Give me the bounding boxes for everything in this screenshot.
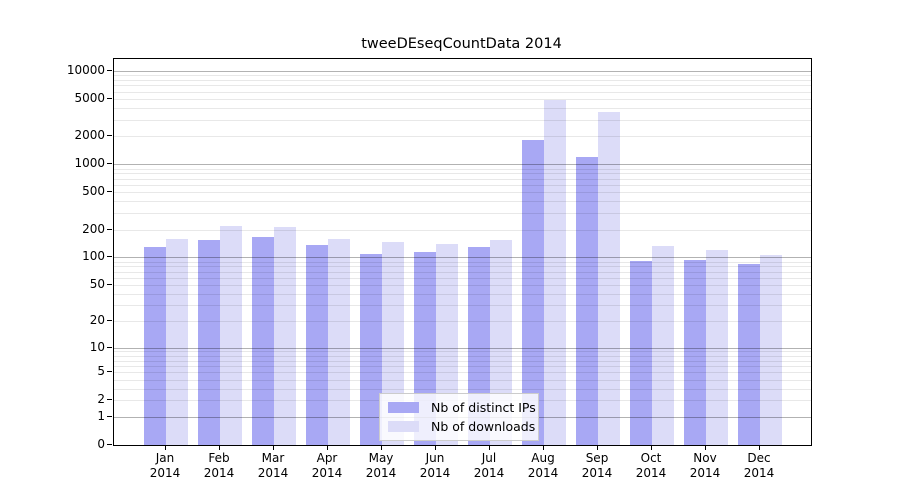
- y-axis-tick-label: 5000: [74, 91, 105, 105]
- x-axis-label-jan: Jan 2014: [149, 451, 181, 480]
- y-axis-tick: [107, 70, 112, 71]
- x-axis-label-jul: Jul 2014: [473, 451, 505, 480]
- x-axis-label-aug: Aug 2014: [527, 451, 559, 480]
- y-axis-tick-label: 5: [97, 364, 105, 378]
- y-axis-tick-label: 1000: [74, 156, 105, 170]
- x-axis-tick: [219, 445, 220, 450]
- bar-downloads-nov: [706, 249, 728, 445]
- bar-distinct-ips-jan: [144, 246, 166, 445]
- y-axis-tick-label: 0: [97, 437, 105, 451]
- x-axis-label-nov: Nov 2014: [689, 451, 721, 480]
- y-axis-tick: [107, 371, 112, 372]
- x-axis-tick: [543, 445, 544, 450]
- legend-label: Nb of distinct IPs: [431, 400, 536, 415]
- x-axis-tick: [435, 445, 436, 450]
- gridline-minor-2000: [114, 136, 811, 137]
- legend-label: Nb of downloads: [431, 419, 536, 434]
- gridline-minor-6000: [114, 92, 811, 93]
- x-axis-tick: [759, 445, 760, 450]
- x-axis-tick: [273, 445, 274, 450]
- legend-item-distinct-ips: Nb of distinct IPs: [388, 398, 536, 417]
- bar-distinct-ips-apr: [306, 244, 328, 445]
- x-axis-label-oct: Oct 2014: [635, 451, 667, 480]
- bar-distinct-ips-dec: [738, 264, 760, 445]
- y-axis-tick: [107, 347, 112, 348]
- legend-item-downloads: Nb of downloads: [388, 417, 535, 436]
- gridline-minor-800: [114, 173, 811, 174]
- bar-distinct-ips-feb: [198, 239, 220, 445]
- x-axis-tick: [381, 445, 382, 450]
- plot-area: [113, 58, 812, 446]
- x-axis-tick: [597, 445, 598, 450]
- y-axis-tick-label: 20: [89, 313, 105, 327]
- x-axis-label-jun: Jun 2014: [419, 451, 451, 480]
- bar-distinct-ips-oct: [630, 260, 652, 445]
- bar-downloads-mar: [274, 226, 296, 445]
- bar-downloads-aug: [544, 99, 566, 445]
- gridline-minor-300: [114, 213, 811, 214]
- bar-distinct-ips-nov: [684, 259, 706, 445]
- gridline-minor-200: [114, 230, 811, 231]
- y-axis-tick: [107, 284, 112, 285]
- gridline-minor-8000: [114, 80, 811, 81]
- bar-downloads-dec: [760, 255, 782, 445]
- x-axis-label-mar: Mar 2014: [257, 451, 289, 480]
- y-axis-tick: [107, 444, 112, 445]
- gridline-minor-3000: [114, 120, 811, 121]
- x-axis-tick: [705, 445, 706, 450]
- gridline-major-10000: [114, 71, 811, 72]
- y-axis-tick: [107, 229, 112, 230]
- gridline-major-1000: [114, 164, 811, 165]
- y-axis-tick: [107, 191, 112, 192]
- y-axis-tick-label: 10000: [66, 63, 105, 77]
- y-axis-tick-label: 2: [97, 392, 105, 406]
- y-axis-tick: [107, 320, 112, 321]
- y-axis-tick-label: 100: [82, 249, 105, 263]
- x-axis-label-apr: Apr 2014: [311, 451, 343, 480]
- gridline-minor-9000: [114, 75, 811, 76]
- bar-distinct-ips-may: [360, 253, 382, 445]
- x-axis-tick: [327, 445, 328, 450]
- gridline-minor-900: [114, 169, 811, 170]
- legend: Nb of distinct IPs Nb of downloads: [379, 393, 539, 441]
- y-axis-tick: [107, 399, 112, 400]
- gridline-minor-5000: [114, 99, 811, 100]
- bar-downloads-sep: [598, 112, 620, 445]
- gridline-minor-400: [114, 201, 811, 202]
- x-axis-label-sep: Sep 2014: [581, 451, 613, 480]
- bar-distinct-ips-aug: [522, 140, 544, 445]
- bar-distinct-ips-sep: [576, 156, 598, 445]
- y-axis-tick: [107, 416, 112, 417]
- gridline-minor-600: [114, 185, 811, 186]
- gridline-minor-4000: [114, 108, 811, 109]
- y-axis-tick: [107, 256, 112, 257]
- y-axis-tick-label: 50: [89, 277, 105, 291]
- x-axis-label-feb: Feb 2014: [203, 451, 235, 480]
- gridline-minor-7000: [114, 85, 811, 86]
- y-axis-tick: [107, 135, 112, 136]
- y-axis-tick-label: 500: [82, 184, 105, 198]
- y-axis-tick: [107, 98, 112, 99]
- y-axis-tick-label: 200: [82, 222, 105, 236]
- bar-downloads-jan: [166, 238, 188, 445]
- gridline-minor-500: [114, 192, 811, 193]
- bar-downloads-oct: [652, 246, 674, 445]
- legend-swatch-distinct-ips: [388, 402, 419, 413]
- y-axis-tick: [107, 163, 112, 164]
- x-axis-label-may: May 2014: [365, 451, 397, 480]
- bar-downloads-apr: [328, 238, 350, 445]
- x-axis-tick: [651, 445, 652, 450]
- x-axis-tick: [165, 445, 166, 450]
- y-axis-tick-label: 2000: [74, 128, 105, 142]
- bar-downloads-feb: [220, 225, 242, 445]
- y-axis-tick-label: 10: [89, 340, 105, 354]
- x-axis-tick: [489, 445, 490, 450]
- legend-swatch-downloads: [388, 421, 419, 432]
- bar-distinct-ips-mar: [252, 237, 274, 445]
- gridline-minor-700: [114, 179, 811, 180]
- y-axis-tick-label: 1: [97, 409, 105, 423]
- x-axis-label-dec: Dec 2014: [743, 451, 775, 480]
- chart-title: tweeDEseqCountData 2014: [361, 36, 562, 52]
